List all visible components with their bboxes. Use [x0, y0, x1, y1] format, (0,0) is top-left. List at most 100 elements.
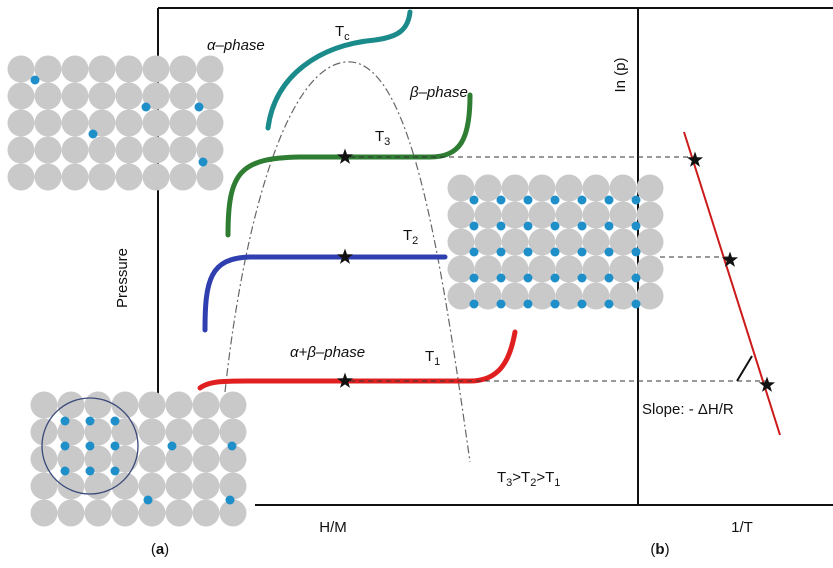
hydrogen-atom	[605, 196, 614, 205]
host-atom	[8, 110, 35, 137]
hydrogen-atom	[578, 274, 587, 283]
host-atom	[193, 419, 220, 446]
hydrogen-atom	[632, 222, 641, 231]
hydrogen-atom	[551, 196, 560, 205]
host-atom	[89, 137, 116, 164]
hydrogen-atom	[551, 248, 560, 257]
caption-a: (a)	[151, 541, 169, 558]
hydrogen-atom	[199, 158, 208, 167]
host-atom	[637, 229, 664, 256]
host-atom	[143, 164, 170, 191]
hydrogen-atom	[632, 274, 641, 283]
host-atom	[89, 56, 116, 83]
host-atom	[31, 500, 58, 527]
star	[337, 373, 353, 388]
host-atom	[35, 164, 62, 191]
host-atom	[89, 83, 116, 110]
t: T	[403, 227, 412, 244]
hydrogen-atom	[470, 196, 479, 205]
hydrogen-atom	[61, 417, 70, 426]
hydrogen-atom	[632, 248, 641, 257]
host-atom	[143, 110, 170, 137]
host-atom	[62, 56, 89, 83]
hydrogen-atom	[524, 196, 533, 205]
host-atom	[35, 137, 62, 164]
host-atom	[220, 419, 247, 446]
lattice	[448, 175, 664, 310]
host-atom	[197, 56, 224, 83]
hydrogen-atom	[605, 222, 614, 231]
host-atom	[85, 500, 112, 527]
host-atom	[116, 110, 143, 137]
hydrogen-atom	[195, 103, 204, 112]
t: T	[425, 348, 434, 365]
t: >T	[536, 469, 554, 486]
host-atom	[58, 473, 85, 500]
x-axis-label-b: 1/T	[731, 519, 753, 536]
host-atom	[8, 56, 35, 83]
host-atom	[62, 110, 89, 137]
host-atom	[139, 419, 166, 446]
host-atom	[62, 164, 89, 191]
hydrogen-atom	[551, 274, 560, 283]
hydrogen-atom	[632, 300, 641, 309]
hydrogen-atom	[497, 248, 506, 257]
hydrogen-atom	[632, 196, 641, 205]
host-atom	[170, 83, 197, 110]
host-atom	[166, 392, 193, 419]
lattices	[8, 56, 664, 527]
hydrogen-atom	[551, 222, 560, 231]
hydrogen-atom	[605, 274, 614, 283]
t2-label: T2	[403, 227, 418, 247]
host-atom	[85, 392, 112, 419]
sub: c	[344, 31, 350, 43]
hydrogen-atom	[168, 442, 177, 451]
host-atom	[116, 137, 143, 164]
t: T	[375, 128, 384, 145]
y-axis-label-b: In (p)	[612, 57, 629, 92]
beta-phase-label: β–phase	[409, 84, 468, 101]
host-atom	[166, 473, 193, 500]
sub: 2	[412, 235, 418, 247]
alpha-beta-phase-label: α+β–phase	[290, 344, 365, 361]
host-atom	[170, 110, 197, 137]
hydrogen-atom	[470, 248, 479, 257]
figure: α–phase β–phase α+β–phase Tc T3 T2 T1 T3…	[0, 0, 833, 568]
host-atom	[143, 137, 170, 164]
host-atom	[35, 83, 62, 110]
letter: b	[655, 541, 664, 558]
host-atom	[116, 83, 143, 110]
hydrogen-atom	[524, 274, 533, 283]
hydrogen-atom	[61, 467, 70, 476]
sub: 1	[554, 477, 560, 489]
isotherm-t2	[205, 257, 445, 330]
host-atom	[637, 256, 664, 283]
host-atom	[193, 446, 220, 473]
host-atom	[170, 164, 197, 191]
caption-b: (b)	[650, 541, 669, 558]
hydrogen-atom	[578, 222, 587, 231]
hydrogen-atom	[86, 417, 95, 426]
slope-label: Slope: - ΔH/R	[642, 401, 734, 418]
host-atom	[197, 164, 224, 191]
t1-label: T1	[425, 348, 440, 368]
alpha-phase-label: α–phase	[207, 37, 265, 54]
hydrogen-atom	[578, 248, 587, 257]
host-atom	[8, 83, 35, 110]
host-atom	[193, 392, 220, 419]
hydrogen-atom	[111, 417, 120, 426]
hydrogen-atom	[89, 130, 98, 139]
hydrogen-atom	[470, 222, 479, 231]
star	[722, 252, 738, 267]
isotherm-t3	[228, 95, 470, 235]
y-axis-label: Pressure	[114, 248, 131, 308]
host-atom	[139, 500, 166, 527]
x-axis-label: H/M	[319, 519, 347, 536]
hydrogen-atom	[578, 196, 587, 205]
hydrogen-atom	[551, 300, 560, 309]
hydrogen-atom	[144, 496, 153, 505]
hydrogen-atom	[578, 300, 587, 309]
hydrogen-atom	[61, 442, 70, 451]
hydrogen-atom	[497, 196, 506, 205]
host-atom	[637, 283, 664, 310]
